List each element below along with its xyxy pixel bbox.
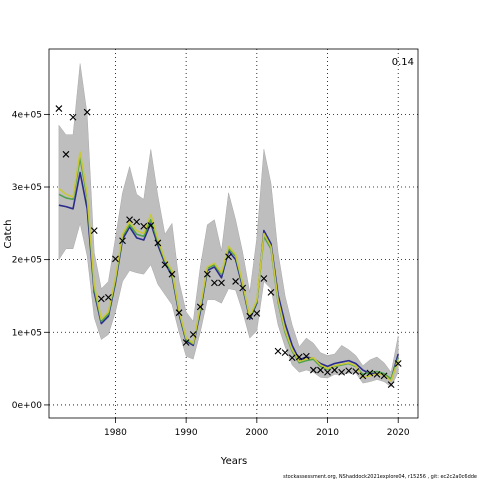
observed-point xyxy=(366,369,374,377)
y-tick-label: 1e+05 xyxy=(12,328,42,338)
observed-point xyxy=(338,368,346,376)
x-tick-label: 1990 xyxy=(175,428,198,438)
observed-point xyxy=(295,353,303,361)
x-tick-label: 1980 xyxy=(104,428,127,438)
plot-frame xyxy=(48,48,419,419)
observed-point xyxy=(211,279,218,287)
y-tick-label: 3e+05 xyxy=(12,183,42,193)
observed-point xyxy=(380,372,388,380)
observed-point xyxy=(373,371,381,378)
observed-point xyxy=(69,113,77,121)
observed-point xyxy=(90,227,98,234)
observed-point xyxy=(345,367,353,375)
observed-point xyxy=(126,216,133,224)
observed-point xyxy=(232,278,240,285)
observed-point xyxy=(182,339,190,346)
observed-point xyxy=(225,253,232,261)
series-line-yellow xyxy=(58,151,399,382)
observed-point xyxy=(288,354,296,362)
y-tick-label: 0e+00 xyxy=(12,401,43,411)
observed-point xyxy=(147,222,155,229)
x-axis-ticks: 1980 1990 2000 2010 2020 xyxy=(104,418,410,438)
observed-point xyxy=(83,108,91,116)
observed-point xyxy=(246,312,254,320)
observed-point xyxy=(119,237,126,245)
observed-point xyxy=(239,284,247,292)
observed-point xyxy=(161,261,169,269)
observed-point xyxy=(274,347,282,355)
y-axis-title: Catch xyxy=(3,220,14,249)
observed-point xyxy=(203,270,211,278)
observed-point xyxy=(260,275,268,282)
series-lines xyxy=(58,151,399,382)
footer-credit: stockassessment.org, NShaddock2021explor… xyxy=(283,474,477,480)
observed-point xyxy=(309,366,317,374)
observed-point xyxy=(154,239,162,247)
observed-point xyxy=(302,352,310,360)
observed-point xyxy=(281,349,289,357)
observed-point xyxy=(387,381,395,388)
observed-point xyxy=(62,150,70,158)
observed-point xyxy=(189,331,197,338)
x-axis-title: Years xyxy=(220,456,247,467)
observed-point xyxy=(359,372,367,380)
observed-point xyxy=(97,295,105,303)
observed-point xyxy=(175,309,183,317)
observed-point xyxy=(140,222,148,230)
x-tick-label: 2010 xyxy=(316,428,339,438)
confidence-band xyxy=(58,63,399,388)
observed-point xyxy=(112,255,119,263)
observed-point xyxy=(394,360,402,367)
x-tick-label: 2000 xyxy=(245,428,268,438)
observed-point xyxy=(196,303,204,311)
observed-point xyxy=(218,279,225,287)
observed-point xyxy=(104,294,112,301)
observed-point xyxy=(133,218,141,226)
y-axis-ticks: 0e+00 1e+05 2e+05 3e+05 4e+05 xyxy=(12,110,49,411)
annotation-label: 0.14 xyxy=(392,57,414,68)
observed-points xyxy=(55,105,402,388)
observed-point xyxy=(324,368,331,376)
observed-point xyxy=(331,366,338,374)
x-tick-label: 2020 xyxy=(387,428,410,438)
y-tick-label: 2e+05 xyxy=(12,256,42,266)
observed-point xyxy=(55,105,63,112)
observed-point xyxy=(352,368,360,375)
observed-point xyxy=(317,366,324,374)
observed-point xyxy=(168,270,176,278)
observed-point xyxy=(253,310,261,317)
observed-point xyxy=(267,288,275,296)
y-tick-label: 4e+05 xyxy=(12,110,42,120)
